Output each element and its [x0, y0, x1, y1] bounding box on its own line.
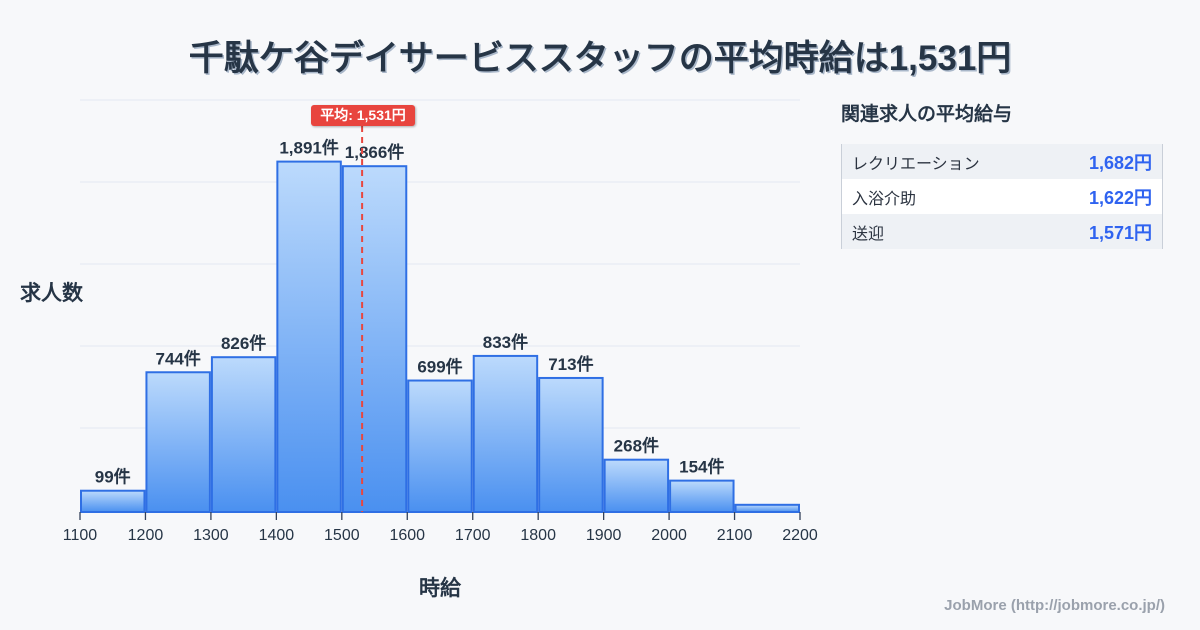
svg-text:2100: 2100: [717, 527, 753, 544]
svg-text:268件: 268件: [614, 436, 659, 456]
svg-text:1100: 1100: [63, 527, 98, 544]
svg-text:2200: 2200: [782, 527, 818, 544]
svg-text:826件: 826件: [221, 333, 266, 353]
svg-text:2000: 2000: [651, 527, 687, 544]
svg-text:699件: 699件: [417, 357, 462, 377]
svg-text:833件: 833件: [483, 332, 528, 352]
svg-text:744件: 744件: [155, 348, 200, 368]
svg-text:1400: 1400: [259, 527, 295, 544]
svg-text:99件: 99件: [95, 467, 131, 487]
svg-text:154件: 154件: [679, 457, 724, 477]
svg-text:1300: 1300: [193, 527, 229, 544]
svg-text:1500: 1500: [324, 527, 360, 544]
svg-text:1200: 1200: [128, 527, 164, 544]
svg-text:1800: 1800: [520, 527, 556, 544]
svg-text:713件: 713件: [548, 354, 593, 374]
svg-text:1700: 1700: [455, 527, 491, 544]
svg-text:1900: 1900: [586, 527, 622, 544]
svg-text:1,891件: 1,891件: [279, 138, 339, 158]
svg-text:1,866件: 1,866件: [345, 142, 405, 162]
svg-text:1600: 1600: [389, 527, 425, 544]
